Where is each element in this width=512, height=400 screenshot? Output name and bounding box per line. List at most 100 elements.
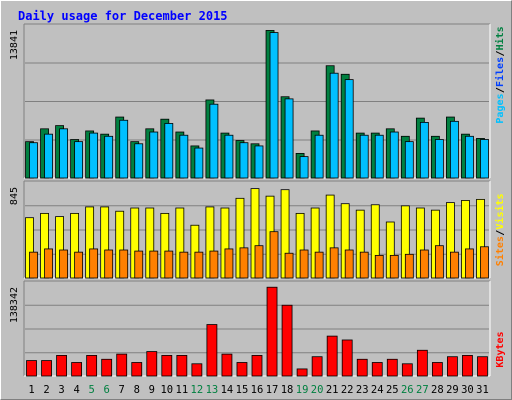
- bar-pages-day-31: [480, 139, 489, 179]
- bar-pages-day-15: [239, 142, 249, 179]
- x-tick-label-day-12: 12: [191, 384, 204, 396]
- x-tick-label-day-20: 20: [311, 384, 324, 396]
- bar-sites-day-25: [389, 254, 399, 279]
- bar-sites-day-5: [89, 248, 99, 279]
- bar-kbytes-day-9: [146, 351, 158, 377]
- bar-sites-day-15: [239, 247, 249, 279]
- legend-separator: /: [495, 87, 506, 93]
- x-tick-label-day-10: 10: [160, 384, 173, 396]
- x-tick-label-day-22: 22: [341, 384, 354, 396]
- bar-kbytes-day-27: [416, 349, 428, 377]
- bar-kbytes-day-15: [236, 362, 248, 377]
- bar-pages-day-5: [89, 132, 99, 179]
- x-tick-label-day-25: 25: [386, 384, 399, 396]
- x-tick-label-day-3: 3: [58, 384, 64, 396]
- bar-sites-day-19: [299, 249, 309, 279]
- legend-pages: Pages: [495, 93, 506, 123]
- x-tick-label-day-4: 4: [73, 384, 79, 396]
- bar-sites-day-9: [149, 250, 159, 279]
- x-tick-label-day-8: 8: [134, 384, 140, 396]
- x-tick-label-day-1: 1: [28, 384, 34, 396]
- bar-sites-day-12: [194, 251, 204, 279]
- x-tick-label-day-24: 24: [371, 384, 384, 396]
- bar-kbytes-day-30: [462, 355, 473, 377]
- bar-sites-day-29: [450, 251, 459, 279]
- bar-sites-day-8: [134, 250, 144, 279]
- bar-pages-day-11: [179, 134, 189, 179]
- x-tick-label-day-26: 26: [401, 384, 414, 396]
- bar-sites-day-2: [44, 248, 53, 279]
- bar-pages-day-8: [134, 143, 144, 179]
- bar-pages-day-24: [374, 134, 384, 179]
- y-max-label: 13841: [9, 30, 20, 60]
- bar-kbytes-day-28: [431, 362, 443, 377]
- bar-pages-day-3: [59, 128, 68, 179]
- bar-sites-day-6: [104, 249, 114, 279]
- bar-kbytes-day-12: [191, 363, 203, 377]
- bar-pages-day-23: [359, 134, 369, 179]
- bar-pages-day-14: [224, 134, 234, 179]
- bar-sites-day-17: [269, 231, 279, 279]
- bar-sites-day-3: [59, 249, 68, 279]
- bar-kbytes-day-21: [326, 335, 338, 377]
- bar-pages-day-4: [74, 141, 84, 179]
- bar-sites-day-22: [344, 249, 354, 279]
- bar-sites-day-31: [480, 246, 489, 279]
- bar-pages-day-17: [269, 32, 279, 179]
- x-tick-label-day-6: 6: [104, 384, 110, 396]
- bar-sites-day-7: [119, 249, 129, 279]
- bar-sites-day-27: [419, 249, 429, 279]
- bar-pages-day-26: [404, 141, 414, 179]
- bar-pages-day-27: [419, 121, 429, 179]
- bar-sites-day-13: [209, 250, 219, 279]
- bar-kbytes-day-7: [116, 353, 128, 377]
- bar-pages-day-25: [389, 131, 399, 179]
- x-tick-label-day-27: 27: [416, 384, 429, 396]
- bar-kbytes-day-3: [56, 355, 67, 377]
- panel-visits-sites: [23, 180, 491, 279]
- x-tick-label-day-17: 17: [266, 384, 279, 396]
- x-tick-label-day-9: 9: [149, 384, 155, 396]
- bar-pages-day-29: [450, 120, 459, 179]
- bar-sites-day-24: [374, 254, 384, 279]
- x-tick-label-day-29: 29: [446, 384, 459, 396]
- bar-pages-day-7: [119, 119, 129, 179]
- x-tick-label-day-28: 28: [431, 384, 444, 396]
- bar-sites-day-26: [404, 253, 414, 279]
- bar-pages-day-9: [149, 131, 159, 179]
- x-tick-label-day-23: 23: [356, 384, 369, 396]
- bar-sites-day-14: [224, 248, 234, 279]
- bar-pages-day-10: [164, 123, 174, 179]
- bar-kbytes-day-8: [131, 362, 143, 377]
- bar-pages-day-1: [29, 142, 38, 179]
- bar-pages-day-22: [344, 79, 354, 179]
- bar-kbytes-day-23: [356, 358, 368, 377]
- x-tick-label-day-18: 18: [281, 384, 294, 396]
- panel-kbytes: [23, 280, 491, 377]
- bar-pages-day-16: [254, 145, 264, 179]
- bar-kbytes-day-10: [161, 355, 173, 377]
- bar-pages-day-12: [194, 147, 204, 179]
- x-tick-label-day-2: 2: [43, 384, 49, 396]
- bar-sites-day-20: [314, 251, 324, 279]
- x-tick-label-day-31: 31: [476, 384, 489, 396]
- x-tick-label-day-14: 14: [221, 384, 234, 396]
- bar-kbytes-day-4: [71, 362, 83, 377]
- x-tick-label-day-21: 21: [326, 384, 339, 396]
- bar-kbytes-day-1: [26, 360, 37, 377]
- bar-kbytes-day-16: [251, 355, 263, 377]
- bar-kbytes-day-24: [371, 362, 383, 377]
- bar-kbytes-day-20: [311, 356, 323, 377]
- bar-sites-day-11: [179, 251, 189, 279]
- bar-kbytes-day-14: [221, 353, 233, 377]
- bar-kbytes-day-31: [477, 356, 488, 377]
- legend-files: Files: [494, 57, 506, 87]
- bar-kbytes-day-25: [386, 358, 398, 377]
- bar-sites-day-30: [465, 248, 474, 279]
- bar-kbytes-day-2: [41, 360, 52, 377]
- x-tick-label-day-15: 15: [236, 384, 249, 396]
- legend-sites: Sites: [494, 236, 506, 266]
- bar-sites-day-23: [359, 251, 369, 279]
- bar-sites-day-1: [29, 251, 38, 279]
